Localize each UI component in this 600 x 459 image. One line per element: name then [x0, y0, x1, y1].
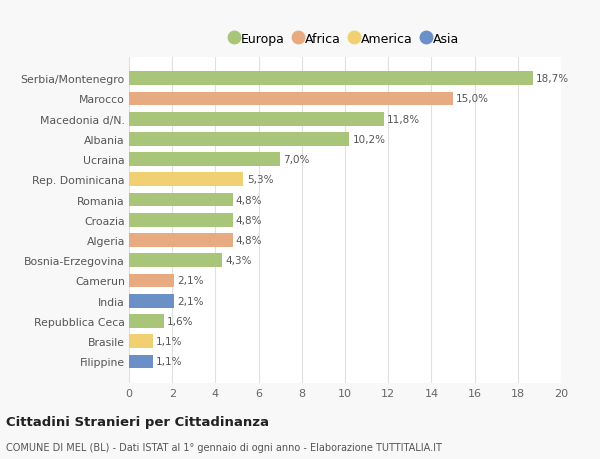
Bar	[129, 234, 233, 247]
Bar	[129, 193, 233, 207]
Bar	[129, 355, 153, 369]
Bar	[129, 335, 153, 348]
Legend: Europa, Africa, America, Asia: Europa, Africa, America, Asia	[226, 28, 464, 50]
Bar	[129, 213, 233, 227]
Text: 1,1%: 1,1%	[156, 336, 182, 347]
Text: 1,6%: 1,6%	[167, 316, 193, 326]
Bar	[129, 294, 175, 308]
Text: 4,8%: 4,8%	[236, 235, 262, 246]
Text: 2,1%: 2,1%	[178, 296, 204, 306]
Text: 1,1%: 1,1%	[156, 357, 182, 367]
Text: 7,0%: 7,0%	[283, 155, 310, 165]
Text: 5,3%: 5,3%	[247, 175, 273, 185]
Bar	[129, 133, 349, 146]
Text: 2,1%: 2,1%	[178, 276, 204, 286]
Bar	[129, 153, 280, 167]
Text: 4,8%: 4,8%	[236, 215, 262, 225]
Text: 10,2%: 10,2%	[353, 134, 386, 145]
Text: 4,8%: 4,8%	[236, 195, 262, 205]
Text: Cittadini Stranieri per Cittadinanza: Cittadini Stranieri per Cittadinanza	[6, 415, 269, 428]
Bar	[129, 274, 175, 288]
Bar	[129, 72, 533, 86]
Text: 4,3%: 4,3%	[225, 256, 251, 266]
Bar	[129, 314, 164, 328]
Bar	[129, 173, 244, 187]
Bar	[129, 112, 384, 126]
Bar	[129, 254, 222, 268]
Bar	[129, 92, 453, 106]
Text: COMUNE DI MEL (BL) - Dati ISTAT al 1° gennaio di ogni anno - Elaborazione TUTTIT: COMUNE DI MEL (BL) - Dati ISTAT al 1° ge…	[6, 442, 442, 452]
Text: 15,0%: 15,0%	[456, 94, 489, 104]
Text: 11,8%: 11,8%	[387, 114, 420, 124]
Text: 18,7%: 18,7%	[536, 74, 569, 84]
